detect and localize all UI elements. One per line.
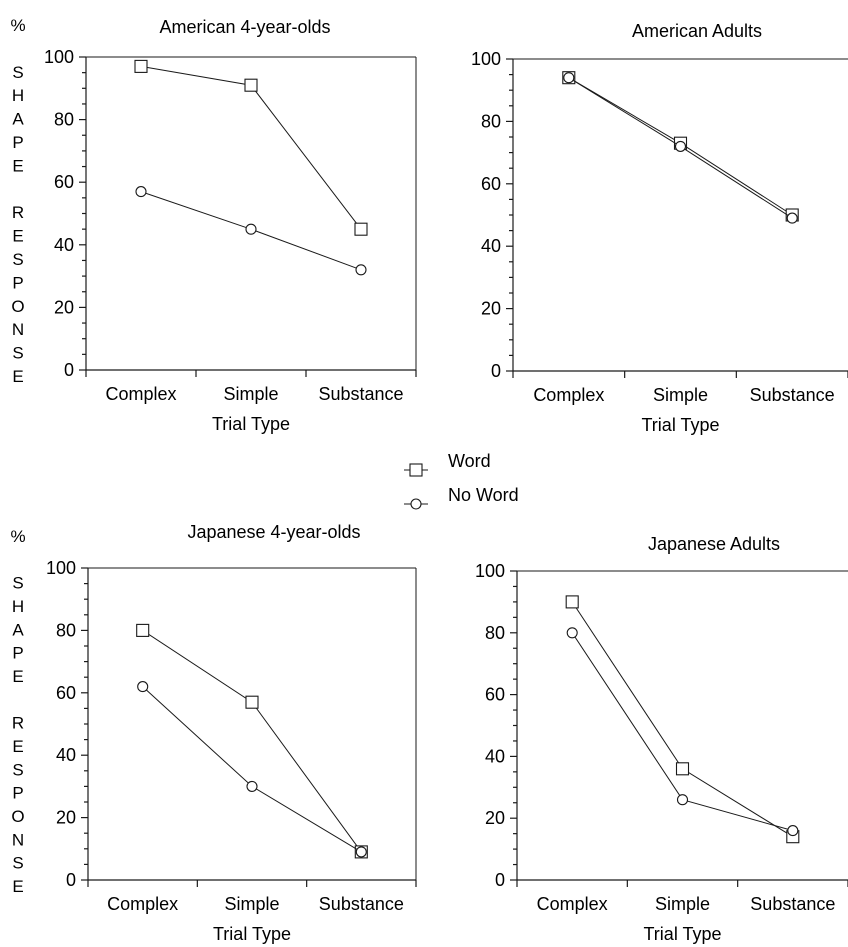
x-tick-label: Complex	[537, 894, 608, 914]
data-point-no-word	[246, 780, 258, 792]
data-point-no-word	[566, 627, 578, 639]
y-tick-label: 20	[481, 299, 501, 319]
x-tick-label: Complex	[107, 894, 178, 914]
chart-panel-1: American 4-year-olds 0 20 40 60 80 100 Complex S…	[10, 16, 417, 434]
data-point-word	[565, 595, 579, 609]
y-tick-label: 100	[44, 47, 74, 67]
y-tick-label: 0	[491, 361, 501, 381]
y-tick-label: 20	[485, 808, 505, 828]
y-tick-label: 80	[56, 620, 76, 640]
data-point-no-word	[245, 223, 257, 235]
y-tick-label: 60	[56, 683, 76, 703]
series-line-word	[142, 629, 362, 853]
legend-marker-word	[409, 463, 423, 477]
y-tick-label: 60	[54, 172, 74, 192]
data-point-no-word	[786, 212, 798, 224]
y-tick-label: 40	[54, 235, 74, 255]
x-tick-label: Simple	[223, 384, 278, 404]
y-tick-label: 100	[471, 49, 501, 69]
data-point-word	[134, 59, 148, 73]
y-tick-label: 100	[475, 561, 505, 581]
y-tick-label: 0	[64, 360, 74, 380]
y-tick-label: 80	[54, 110, 74, 130]
x-tick-label: Simple	[653, 385, 708, 405]
series-line-no-word	[142, 686, 362, 853]
chart-title: American Adults	[632, 21, 762, 41]
chart-title: Japanese 4-year-olds	[187, 522, 360, 542]
chart-title: American 4-year-olds	[159, 17, 330, 37]
y-tick-label: 60	[485, 685, 505, 705]
x-axis-label: Trial Type	[641, 415, 719, 435]
legend-label-no-word: No Word	[448, 485, 519, 505]
chart-panel-3: Japanese 4-year-olds 0 20 40 60 80 100 Complex S…	[10, 522, 417, 944]
y-tick-label: 40	[481, 236, 501, 256]
data-point-no-word	[787, 825, 799, 837]
data-point-no-word	[674, 140, 687, 152]
data-point-word	[354, 222, 368, 236]
x-axis-label: Trial Type	[213, 924, 291, 944]
y-tick-label: 40	[56, 745, 76, 765]
y-tick-label: 80	[481, 111, 501, 131]
chart-panel-2: American Adults 0 20 40 60 80 100 Complex Simple…	[471, 21, 848, 435]
data-point-no-word	[355, 846, 367, 858]
legend: Word No Word	[404, 451, 519, 510]
x-tick-label: Substance	[750, 385, 835, 405]
x-tick-label: Complex	[105, 384, 176, 404]
y-tick-label: 0	[66, 870, 76, 890]
x-axis-label: Trial Type	[643, 924, 721, 944]
y-tick-label: 20	[54, 297, 74, 317]
legend-label-word: Word	[448, 451, 491, 471]
y-tick-label: 80	[485, 623, 505, 643]
chart-title: Japanese Adults	[648, 534, 780, 554]
data-point-no-word	[135, 186, 147, 198]
data-point-word	[244, 78, 258, 92]
chart-panel-4: Japanese Adults 0 20 40 60 80 100 Complex Simple…	[475, 534, 848, 944]
x-tick-label: Simple	[224, 894, 279, 914]
data-point-word	[675, 762, 690, 776]
data-point-word	[136, 623, 150, 637]
data-point-no-word	[355, 264, 367, 276]
data-point-no-word	[676, 794, 689, 806]
data-point-no-word	[563, 72, 575, 84]
data-point-no-word	[137, 681, 149, 693]
x-tick-label: Substance	[319, 894, 404, 914]
x-tick-label: Substance	[318, 384, 403, 404]
x-axis-label: Trial Type	[212, 414, 290, 434]
y-tick-label: 100	[46, 558, 76, 578]
y-tick-label: 60	[481, 174, 501, 194]
x-tick-label: Simple	[655, 894, 710, 914]
y-tick-label: 40	[485, 746, 505, 766]
x-tick-label: Complex	[533, 385, 604, 405]
y-tick-label: 0	[495, 870, 505, 890]
legend-marker-no-word	[410, 498, 422, 510]
data-point-word	[245, 695, 259, 709]
x-tick-label: Substance	[750, 894, 835, 914]
y-tick-label: 20	[56, 808, 76, 828]
